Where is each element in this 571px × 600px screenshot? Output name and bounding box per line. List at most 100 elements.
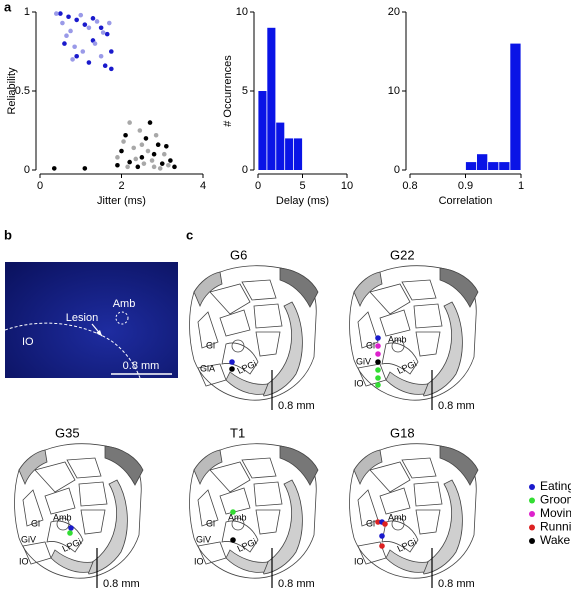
region-label: IO: [194, 556, 204, 566]
point: [135, 164, 141, 170]
point: [60, 20, 65, 26]
event-dot: [375, 375, 381, 381]
region-label: Amb: [388, 334, 407, 344]
brain-outline: [349, 443, 479, 579]
point: [86, 60, 92, 65]
point: [115, 162, 120, 168]
legend-label: Wake incomp: [540, 533, 571, 547]
event-dot: [382, 521, 388, 527]
point: [98, 53, 104, 59]
region-label: Gi: [366, 340, 375, 350]
point: [168, 158, 173, 163]
point: [109, 66, 114, 72]
scale-label: 0.8 mm: [123, 360, 160, 372]
event-dot: [375, 367, 381, 373]
point: [82, 22, 88, 27]
point: [155, 142, 161, 148]
x-tick-label: 10: [341, 180, 353, 192]
point: [98, 25, 104, 31]
legend-label: Moving: [540, 506, 571, 520]
arrow-head: [96, 330, 102, 336]
bar: [285, 138, 294, 170]
point: [100, 30, 106, 35]
point: [147, 120, 153, 125]
point: [151, 164, 157, 170]
point: [157, 166, 163, 171]
y-tick-label: 0: [24, 164, 30, 176]
bar: [276, 122, 285, 170]
point: [68, 28, 73, 34]
diagram-title: T1: [230, 425, 245, 440]
point: [172, 164, 177, 170]
point: [92, 41, 98, 46]
region-label: Amb: [388, 512, 407, 522]
scale-label: 0.8 mm: [103, 578, 140, 590]
y-tick-label: 10: [236, 6, 248, 18]
y-axis-label: # Occurrences: [222, 55, 234, 127]
point: [66, 14, 71, 20]
point: [102, 63, 108, 69]
point: [137, 128, 143, 133]
x-tick-label: 0.9: [458, 180, 473, 192]
point: [104, 31, 110, 37]
bar: [477, 154, 488, 170]
bar: [488, 162, 499, 170]
panel-label: a: [4, 0, 12, 14]
point: [139, 155, 145, 160]
scale-label: 0.8 mm: [278, 400, 315, 412]
bar: [510, 43, 521, 170]
point: [115, 155, 120, 160]
point: [121, 139, 126, 144]
y-tick-label: 0.5: [15, 85, 30, 97]
region-label: IO: [354, 556, 364, 566]
point: [119, 148, 124, 154]
point: [133, 156, 139, 162]
event-dot: [379, 543, 385, 549]
point: [109, 49, 114, 54]
legend-swatch: [529, 497, 535, 504]
point: [127, 159, 132, 165]
point: [139, 142, 145, 148]
point: [143, 136, 149, 141]
legend-swatch: [529, 511, 535, 517]
x-tick-label: 5: [299, 180, 305, 192]
point: [86, 25, 92, 31]
point: [166, 162, 171, 168]
point: [149, 158, 155, 163]
event-dot: [375, 351, 381, 357]
region-label: Gi: [366, 518, 375, 528]
legend-swatch: [529, 484, 535, 490]
image-label: IO: [22, 336, 34, 348]
bar: [267, 27, 276, 170]
diagram-title: G22: [390, 247, 415, 262]
region-label: Amb: [228, 512, 247, 522]
region-label: Gi: [206, 340, 215, 350]
point: [159, 161, 165, 166]
x-axis-label: Jitter (ms): [97, 195, 146, 207]
scale-label: 0.8 mm: [438, 400, 475, 412]
brain-outline: [14, 443, 144, 579]
region-label: Amb: [53, 512, 72, 522]
event-dot: [67, 530, 73, 536]
region-label: GiV: [21, 534, 36, 544]
point: [70, 57, 75, 62]
event-dot: [379, 533, 385, 539]
event-dot: [375, 359, 381, 365]
y-tick-label: 10: [388, 85, 400, 97]
point: [54, 11, 59, 16]
event-dot: [375, 343, 381, 349]
bar: [258, 91, 267, 170]
x-tick-label: 4: [200, 180, 206, 192]
event-dot: [375, 519, 381, 525]
region-label: IO: [19, 556, 29, 566]
point: [82, 166, 88, 171]
x-tick-label: 0: [37, 180, 43, 192]
point: [90, 16, 96, 21]
image-label: Amb: [113, 298, 136, 310]
